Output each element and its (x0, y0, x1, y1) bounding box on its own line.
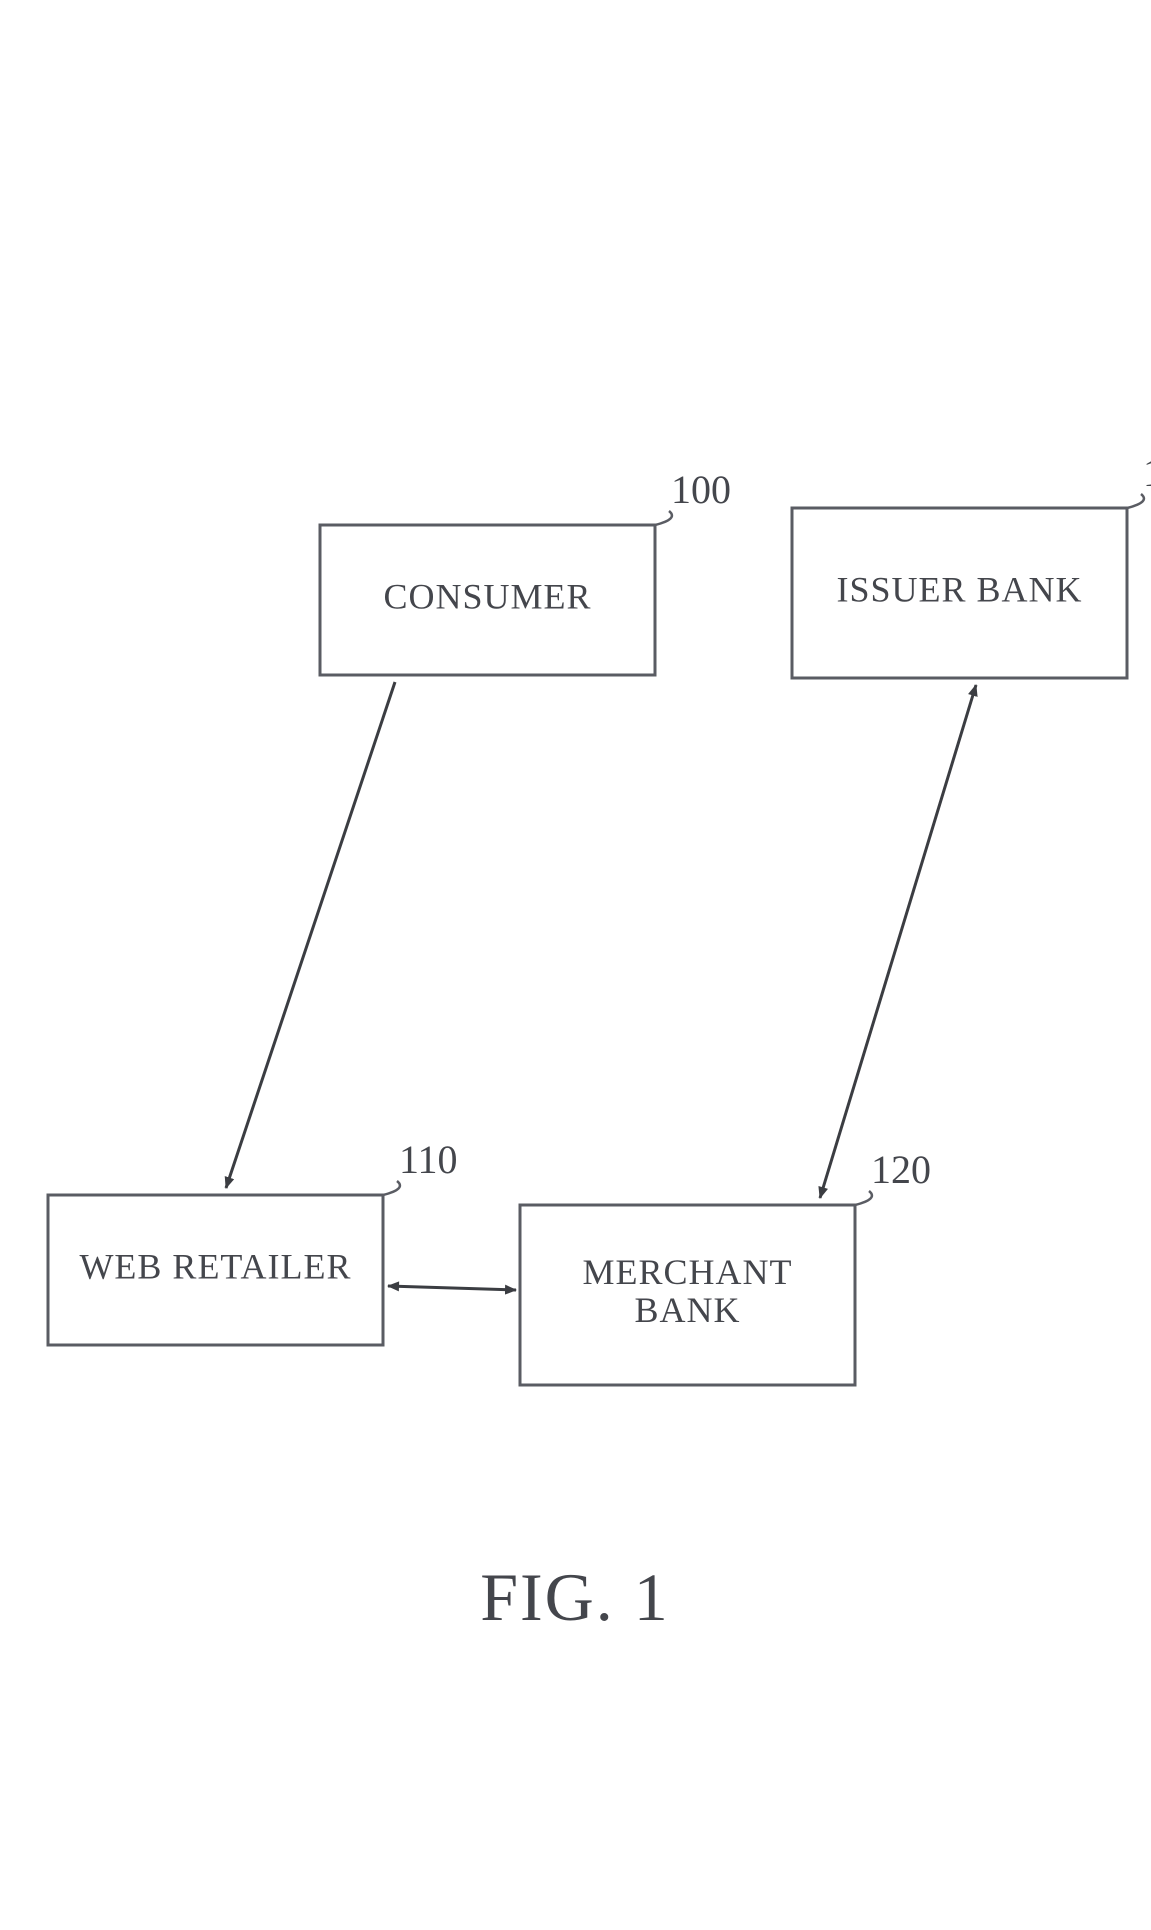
edge-consumer-web-retailer (226, 682, 395, 1188)
ref-merchant-bank: 120 (871, 1147, 931, 1192)
ref-issuer-bank: 130 (1143, 450, 1151, 495)
ref-consumer: 100 (671, 467, 731, 512)
label-web-retailer: WEB RETAILER (79, 1246, 351, 1286)
node-issuer-bank: ISSUER BANK 130 (792, 450, 1151, 678)
edge-web-retailer-merchant-bank (388, 1286, 516, 1290)
ref-tail-web-retailer (383, 1181, 400, 1195)
figure-canvas: CONSUMER 100 WEB RETAILER 110 MERCHANTBANK12… (0, 0, 1151, 1930)
label-consumer: CONSUMER (383, 576, 591, 616)
node-web-retailer: WEB RETAILER 110 (48, 1137, 458, 1345)
diagram-svg: CONSUMER 100 WEB RETAILER 110 MERCHANTBANK12… (0, 0, 1151, 1930)
ref-tail-consumer (655, 511, 672, 525)
ref-tail-issuer-bank (1127, 494, 1144, 508)
edge-merchant-bank-issuer-bank (820, 685, 976, 1198)
label-issuer-bank: ISSUER BANK (836, 569, 1082, 609)
figure-caption: FIG. 1 (480, 1559, 670, 1635)
ref-web-retailer: 110 (399, 1137, 458, 1182)
nodes: CONSUMER 100 WEB RETAILER 110 MERCHANTBANK12… (48, 450, 1151, 1385)
ref-tail-merchant-bank (855, 1191, 872, 1205)
node-consumer: CONSUMER 100 (320, 467, 731, 675)
node-merchant-bank: MERCHANTBANK120 (520, 1147, 931, 1385)
